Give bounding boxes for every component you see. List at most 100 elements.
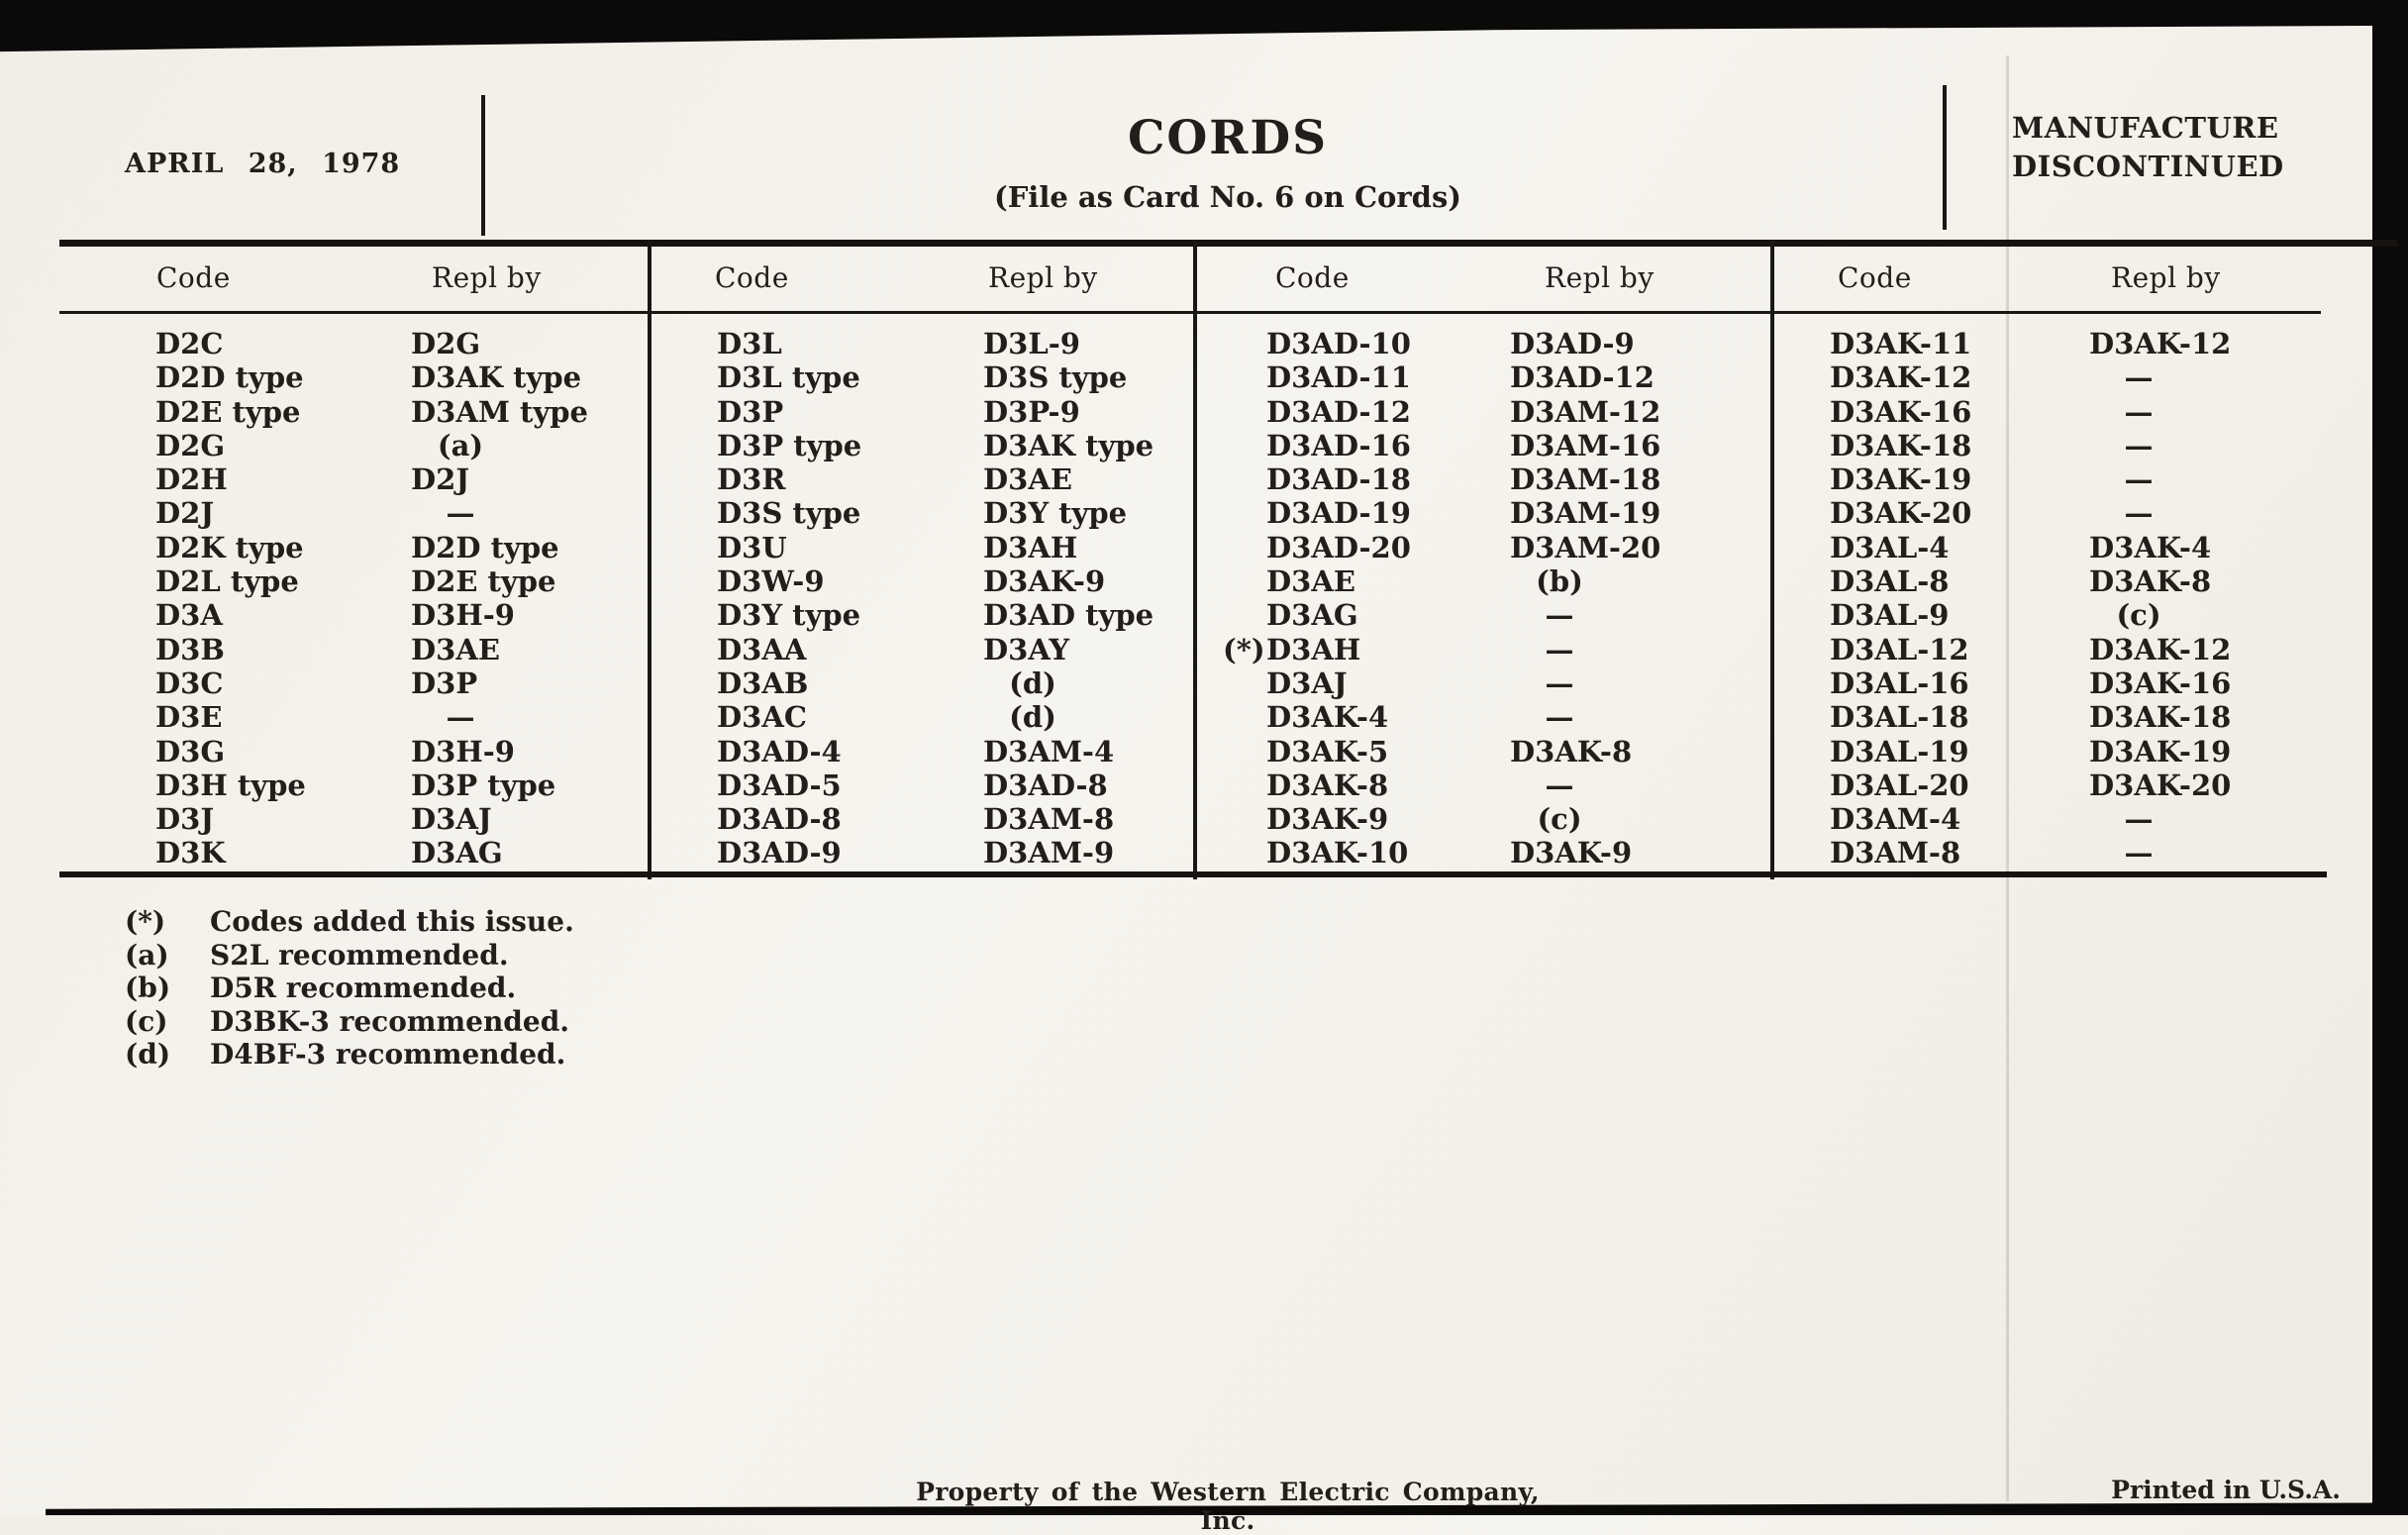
repl-cell: D3AE [411,632,500,666]
table-row: D2D type D3AK type [59,360,650,394]
table-row: D2L type D2E type [59,564,650,598]
code-cell: D3B [155,632,225,666]
card-title: CORDS [1127,111,1329,165]
repl-cell: D3AK-9 [983,564,1106,599]
repl-cell: (a) [437,428,484,462]
code-cell: D3AK-4 [1266,700,1389,735]
repl-cell: D3AM-4 [983,734,1115,768]
code-cell: D3H type [155,768,306,802]
table-row: D3J D3AJ [59,802,650,836]
table-row: D3AD-9 D3AM-9 [652,836,1195,870]
table-row: D3AA D3AY [652,633,1195,666]
repl-cell: D3AK-4 [2089,530,2212,564]
table-row: D3AK-18 — [1774,429,2329,462]
repl-cell: D3AM-18 [1510,462,1661,497]
table-row: D3AL-4 D3AK-4 [1774,531,2329,564]
table-row: D3B D3AE [59,633,650,666]
code-cell: D2H [155,462,228,497]
code-cell: D3AD-16 [1266,428,1411,462]
code-cell: D2G [155,428,226,462]
repl-cell: D3P-9 [983,394,1080,429]
table-row: D3K D3AG [59,836,650,870]
repl-cell: D3AK-12 [2089,632,2232,666]
footnote-text: S2L recommended. [210,938,509,972]
code-cell: D3AA [717,632,807,666]
code-cell: D3J [155,802,215,837]
table-row: D3AL-8 D3AK-8 [1774,564,2329,598]
code-table-group-3: D3AD-10 D3AD-9 D3AD-11 D3AD-12 D3AD-12 D3AM-1… [1197,327,1772,871]
repl-cell: D3Y type [983,496,1128,531]
table-row: D3U D3AH [652,531,1195,564]
table-row: D3AD-12 D3AM-12 [1197,395,1772,429]
code-cell: D3S type [717,496,861,531]
scan-border-right [2372,0,2408,1515]
table-row: D3AK-5 D3AK-8 [1197,735,1772,768]
repl-cell: D3AK type [983,428,1154,462]
repl-cell: — [2124,802,2154,837]
repl-cell: D3AM-20 [1510,530,1661,564]
repl-cell: D3H-9 [411,598,515,633]
code-cell: D3AL-12 [1830,632,1969,666]
code-cell: D3AJ [1266,665,1348,700]
repl-cell: D3AG [411,836,503,870]
printed-in-usa-note: Printed in U.S.A. [2111,1476,2341,1504]
table-row: D3AB (d) [652,666,1195,700]
table-row: (*) D3AH — [1197,633,1772,666]
repl-cell: — [1545,632,1574,666]
code-table-group-1: D2C D2G D2D type D3AK type D2E type D3AM type… [59,327,650,871]
repl-cell: D3AM-16 [1510,428,1661,462]
footnote-label: (a) [125,938,169,972]
table-row: D3AL-16 D3AK-16 [1774,666,2329,700]
table-row: D3AM-4 — [1774,802,2329,836]
table-row: D3P D3P-9 [652,395,1195,429]
footnote-label: (d) [125,1038,171,1072]
code-cell: D3AD-10 [1266,327,1411,360]
code-cell: D3AK-12 [1830,360,1972,395]
column-separator-1 [648,240,652,879]
code-cell: D3AK-8 [1266,768,1389,802]
code-cell: D3P [717,394,784,429]
table-row: D3AK-11 D3AK-12 [1774,327,2329,360]
repl-cell: D3L-9 [983,327,1080,360]
repl-cell: D3AD-9 [1510,327,1635,360]
repl-cell: — [2124,394,2154,429]
code-cell: D3AL-18 [1830,700,1969,735]
table-row: D2G (a) [59,429,650,462]
code-cell: D3AH [1266,632,1361,666]
footnote: (c) D3BK-3 recommended. [125,1005,574,1039]
table-row: D3AD-18 D3AM-18 [1197,462,1772,496]
repl-cell: D3AK-18 [2089,700,2232,735]
table-row: D3AK-19 — [1774,462,2329,496]
table-row: D2H D2J [59,462,650,496]
repl-cell: D3AM-19 [1510,496,1661,531]
column-header-repl: Repl by [1545,261,1655,294]
table-row: D3AJ — [1197,666,1772,700]
code-cell: D3AD-18 [1266,462,1411,497]
table-row: D3A D3H-9 [59,598,650,632]
repl-cell: D3AK-16 [2089,665,2232,700]
table-row: D3AD-16 D3AM-16 [1197,429,1772,462]
table-row: D3AD-19 D3AM-19 [1197,496,1772,530]
code-table-group-4: D3AK-11 D3AK-12 D3AK-12— D3AK-16— D3AK-18— D3… [1774,327,2329,871]
code-cell: D3K [155,836,226,870]
code-cell: D3AK-5 [1266,734,1389,768]
table-row: D3H type D3P type [59,768,650,802]
footnote-text: D3BK-3 recommended. [210,1004,570,1038]
code-cell: D3AK-18 [1830,428,1972,462]
table-row: D2J — [59,496,650,530]
footnote-label: (b) [125,972,171,1005]
footnote: (b) D5R recommended. [125,972,574,1005]
code-cell: D2L type [155,564,299,599]
footnote-text: Codes added this issue. [210,905,574,938]
code-cell: D3AD-20 [1266,530,1411,564]
code-cell: D3L type [717,360,860,395]
repl-cell: D3AD-8 [983,768,1108,802]
code-cell: D3C [155,665,224,700]
table-row: D3AD-8 D3AM-8 [652,802,1195,836]
code-cell: D3P type [717,428,862,462]
repl-cell: D3S type [983,360,1128,395]
header-divider-left [481,95,485,236]
repl-cell: D3AJ [411,802,492,837]
table-row: D3AC (d) [652,700,1195,734]
repl-cell: (b) [1536,564,1583,599]
